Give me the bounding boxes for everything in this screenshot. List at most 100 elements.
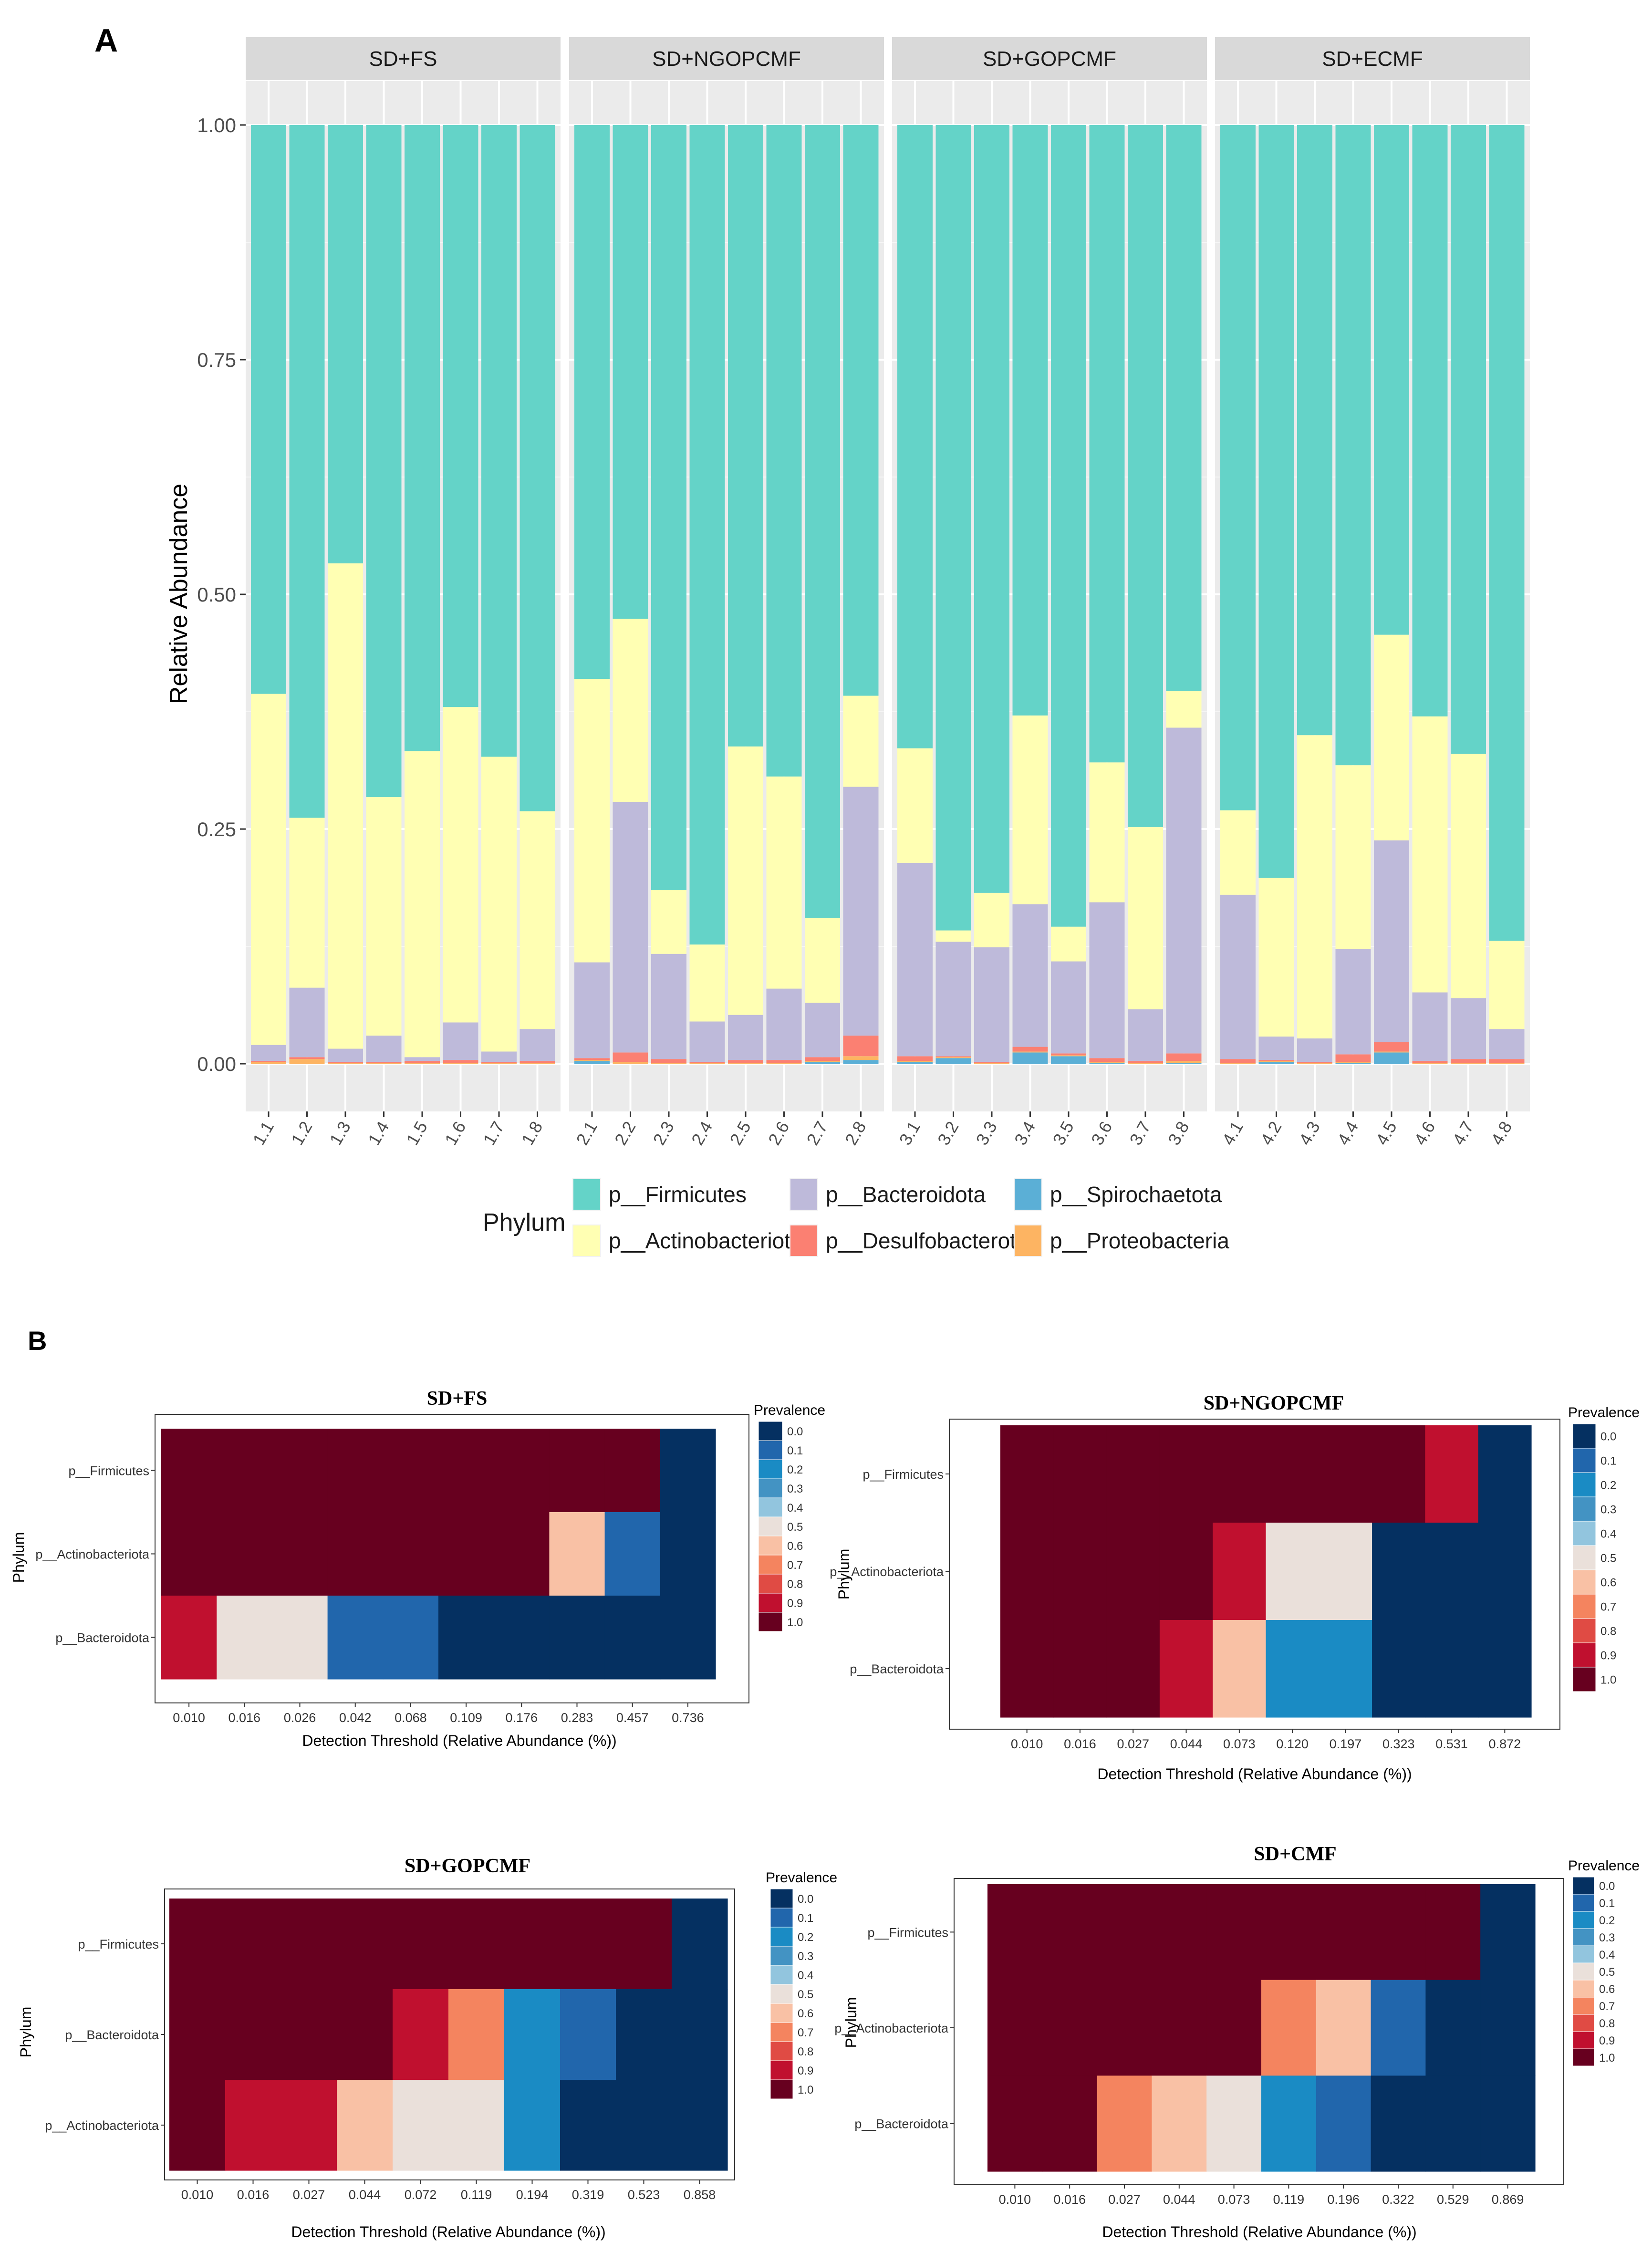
x-axis-title: Detection Threshold (Relative Abundance …	[1102, 2223, 1416, 2241]
bar-segment-firmicutes	[651, 125, 686, 890]
heatmap-cell	[1213, 1620, 1267, 1718]
bar-segment-proteobacteria	[1128, 1063, 1163, 1064]
heatmap-panel: SD+GOPCMF p__Firmicutes p__Bacteroidota p__…	[17, 1855, 837, 2241]
bar-segment-actinobacteriota	[1451, 754, 1486, 998]
panel-a-letter: A	[94, 22, 118, 59]
legend-swatch	[790, 1225, 817, 1256]
bar-segment-proteobacteria	[897, 1061, 933, 1062]
legend-label: 0.9	[798, 2065, 813, 2077]
heatmap-cell	[225, 2080, 281, 2171]
bar-segment-actinobacteriota	[1089, 762, 1125, 903]
bar-segment-firmicutes	[1374, 125, 1409, 635]
legend-swatch	[1572, 1448, 1596, 1473]
bar-segment-bacteroidota	[1297, 1038, 1332, 1062]
heatmap-cell	[549, 1512, 605, 1596]
legend-swatch	[770, 1984, 793, 2004]
row-label: p__Firmicutes	[862, 1467, 944, 1482]
heatmap-cell	[616, 2080, 672, 2171]
heatmap-cell	[987, 1980, 1043, 2076]
bar-segment-actinobacteriota	[1297, 735, 1332, 1038]
facet-strip	[892, 37, 1207, 80]
threshold-label: 0.119	[461, 2188, 492, 2202]
bar-segment-firmicutes	[251, 125, 286, 694]
legend-label: 0.2	[798, 1931, 813, 1944]
heatmap-cell	[337, 1989, 393, 2080]
heatmap-panel: SD+CMF p__Firmicutes p__Actinobacteriota p_…	[834, 1843, 1640, 2241]
bar-segment-desulfobacterota	[1051, 1053, 1086, 1056]
bar-segment-bacteroidota	[1335, 949, 1371, 1055]
bar-segment-desulfobacterota	[689, 1062, 725, 1063]
x-tick-label: 2.7	[802, 1118, 831, 1149]
bar-segment-desulfobacterota	[843, 1035, 879, 1057]
heatmap-cell	[1159, 1523, 1213, 1620]
bar-segment-bacteroidota	[328, 1048, 363, 1062]
bar-segment-proteobacteria	[1166, 1061, 1202, 1063]
y-axis-title: Phylum	[10, 1532, 27, 1583]
heatmap-cell	[549, 1429, 605, 1513]
bar-segment-firmicutes	[1089, 125, 1125, 763]
legend-swatch	[758, 1497, 783, 1517]
bar-segment-bacteroidota	[1089, 902, 1125, 1058]
legend-label: 0.5	[1599, 1966, 1615, 1979]
y-tick-label: 0.75	[197, 349, 236, 371]
legend-label: 0.1	[798, 1912, 813, 1925]
legend-label: 0.8	[1600, 1625, 1616, 1638]
bar-segment-desulfobacterota	[251, 1061, 286, 1062]
legend-swatch	[1572, 1877, 1595, 1895]
bar-segment-actinobacteriota	[1335, 765, 1371, 949]
bar-segment-proteobacteria	[328, 1063, 363, 1064]
heatmap-cell	[1053, 1425, 1107, 1523]
heatmap-cell	[383, 1596, 439, 1680]
x-tick-label: 1.4	[364, 1118, 393, 1149]
heatmap-cell	[504, 1899, 561, 1990]
bar-segment-proteobacteria	[1297, 1063, 1332, 1064]
heatmap-cell	[1152, 1980, 1207, 2076]
heatmap-cell	[1106, 1620, 1160, 1718]
bar-segment-bacteroidota	[843, 787, 879, 1036]
heatmap-title: SD+NGOPCMF	[1204, 1392, 1344, 1414]
bar-segment-bacteroidota	[1412, 992, 1448, 1061]
heatmap-cell	[549, 1596, 605, 1680]
heatmap-cell	[560, 1989, 616, 2080]
bar-segment-desulfobacterota	[405, 1061, 440, 1063]
legend-swatch	[758, 1593, 783, 1613]
x-tick-label: 1.1	[249, 1118, 278, 1149]
heatmap-cell	[438, 1429, 494, 1513]
heatmap-cell	[1372, 1620, 1425, 1718]
bar-segment-desulfobacterota	[481, 1062, 517, 1063]
bar-segment-desulfobacterota	[519, 1061, 555, 1063]
heatmap-cell	[1152, 2075, 1207, 2172]
threshold-label: 0.010	[999, 2192, 1031, 2207]
bar-segment-proteobacteria	[366, 1063, 402, 1064]
bar-segment-firmicutes	[289, 125, 325, 818]
row-label: p__Bacteroidota	[55, 1631, 150, 1645]
x-axis-title: Detection Threshold (Relative Abundance …	[291, 2223, 605, 2241]
bar-segment-actinobacteriota	[251, 694, 286, 1045]
bar-segment-bacteroidota	[1166, 727, 1202, 1054]
heatmap-cell	[393, 1989, 449, 2080]
bar-segment-actinobacteriota	[897, 748, 933, 863]
legend-label: 0.9	[1599, 2034, 1615, 2047]
heatmap-cell	[560, 1899, 616, 1990]
heatmap-cell	[1425, 1884, 1481, 1981]
threshold-label: 0.194	[516, 2188, 549, 2202]
bar-segment-proteobacteria	[1089, 1062, 1125, 1063]
heatmap-cell	[1478, 1523, 1532, 1620]
legend-swatch	[770, 1927, 793, 1947]
bar-segment-firmicutes	[1412, 125, 1448, 716]
bar-segment-bacteroidota	[1258, 1036, 1294, 1060]
heatmap-cell	[604, 1512, 661, 1596]
heatmap-cell	[494, 1429, 550, 1513]
legend-swatch	[758, 1516, 783, 1536]
bar-segment-proteobacteria	[519, 1063, 555, 1064]
bar-segment-actinobacteriota	[1051, 926, 1086, 962]
heatmap-cell	[987, 2075, 1043, 2172]
heatmap-cell	[383, 1429, 439, 1513]
heatmap-cell	[217, 1596, 272, 1680]
y-axis-title: Relative Abundance	[165, 484, 193, 705]
y-tick-label: 0.50	[197, 583, 236, 606]
bar-segment-firmicutes	[481, 125, 517, 757]
bar-segment-proteobacteria	[935, 1057, 971, 1058]
heatmap-cell	[272, 1429, 328, 1513]
bar-segment-actinobacteriota	[613, 619, 648, 802]
